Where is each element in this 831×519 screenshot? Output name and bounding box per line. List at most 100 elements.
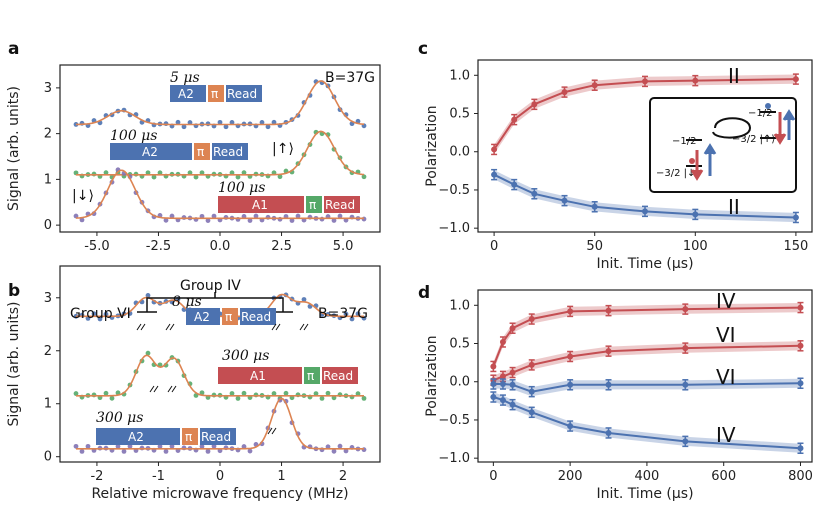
data-point — [175, 119, 181, 125]
data-point — [193, 174, 199, 180]
pi-label-a3: π — [309, 198, 316, 212]
y-axis-label: Signal (arb. units) — [6, 86, 22, 211]
y-tick-label: 2 — [44, 127, 52, 142]
spin-dot-blue — [765, 103, 771, 109]
panel-c: 0 50 100 150 −1.0 −0.5 0.0 0.5 1.0 Polarization In… — [424, 59, 813, 272]
read-label-b1: Read — [241, 310, 271, 324]
pulse-time-b1: 8 μs — [172, 294, 202, 310]
pi-box — [182, 428, 198, 445]
data-point — [528, 316, 535, 323]
data-point — [361, 174, 367, 180]
group-iv-label: Group IV — [180, 278, 241, 294]
cycle-arrow-icon — [712, 117, 752, 139]
read-box — [240, 308, 276, 325]
data-point — [361, 395, 367, 401]
data-point — [145, 292, 151, 298]
level-label-2: −3/2 |↓⟩ — [656, 168, 699, 179]
data-point — [73, 391, 79, 396]
x-tick-label: 5.0 — [333, 239, 354, 254]
y-tick-label: 1.0 — [449, 298, 470, 313]
panel-label-c: c — [418, 39, 428, 59]
data-point — [797, 304, 804, 311]
data-point — [325, 390, 331, 396]
data-point — [567, 423, 574, 430]
group-bracket — [137, 292, 293, 313]
group-vi-label: Group VI — [70, 306, 131, 322]
data-point — [265, 124, 271, 130]
y-tick-label: −1.0 — [438, 451, 470, 466]
y-tick-label: 1 — [44, 397, 52, 412]
x-axis-label: Relative microwave frequency (MHz) — [91, 486, 348, 502]
level-label-4: −3/2 |↑⟩ — [732, 134, 775, 145]
x-tick-label: 0 — [490, 239, 498, 254]
data-point — [223, 124, 229, 130]
axes-frame — [477, 289, 813, 463]
data-point — [490, 394, 497, 401]
data-point — [355, 391, 361, 397]
data-point — [355, 311, 361, 317]
data-point — [115, 444, 121, 449]
data-point — [499, 338, 506, 345]
panel-d: 0 200 400 600 800 −1.0 −0.5 0.0 0.5 1.0 Polarizati… — [424, 289, 813, 502]
down-arrow-icon — [690, 150, 704, 181]
up-arrow-icon — [782, 109, 796, 140]
energy-level-inset: −1/2 −3/2 |↓⟩ −1/2 −3/2 |↑⟩ — [649, 97, 797, 193]
data-point — [313, 391, 319, 397]
data-point — [235, 174, 241, 180]
data-point — [241, 170, 247, 176]
spin-dot-red — [689, 158, 695, 164]
data-point — [531, 190, 538, 197]
data-point — [145, 350, 151, 356]
read-label-a2: Read — [213, 145, 243, 159]
data-point — [797, 380, 804, 387]
data-point — [567, 381, 574, 388]
data-point — [567, 353, 574, 360]
data-point — [325, 444, 331, 450]
data-point — [271, 391, 277, 396]
x-tick-label: -2 — [90, 469, 103, 484]
confidence-band — [494, 74, 796, 154]
y-tick-label: 0 — [44, 450, 52, 465]
data-point — [109, 395, 115, 401]
data-point — [528, 388, 535, 395]
y-tick-label: 0.5 — [449, 107, 470, 122]
data-point — [247, 218, 253, 223]
data-point — [642, 208, 648, 215]
data-point — [605, 348, 612, 355]
data-point — [169, 213, 175, 219]
data-point — [73, 213, 79, 219]
x-tick-label: 0.0 — [210, 239, 231, 254]
pi-box — [194, 143, 210, 160]
data-point — [199, 170, 205, 176]
data-point — [211, 443, 217, 449]
y-tick-label: 3 — [44, 81, 52, 96]
pi-box — [304, 367, 320, 384]
y-tick-label: 0.5 — [449, 337, 470, 352]
data-point — [145, 170, 151, 176]
x-tick-label: 200 — [558, 469, 583, 484]
y-tick-label: 0.0 — [449, 145, 470, 160]
y-tick-label: −0.5 — [438, 413, 470, 428]
series-line — [493, 173, 796, 219]
data-point — [682, 306, 689, 313]
data-point — [343, 448, 349, 454]
data-point — [163, 217, 169, 223]
transition-markers — [136, 323, 309, 435]
y-tick-label: 1 — [44, 172, 52, 187]
data-point — [253, 392, 259, 398]
data-point — [253, 213, 259, 219]
fit-line — [75, 169, 364, 220]
pulse-box-a2 — [96, 428, 180, 445]
data-point — [199, 390, 205, 396]
fit-line — [76, 397, 364, 450]
x-tick-label: 0 — [489, 469, 497, 484]
x-tick-label: -5.0 — [84, 239, 109, 254]
data-point — [591, 82, 598, 89]
data-point — [591, 203, 598, 210]
pulse-name-b2: A1 — [250, 369, 266, 383]
data-point — [682, 345, 689, 352]
read-label-b2: Read — [323, 369, 353, 383]
state-up-label: |↑⟩ — [272, 141, 294, 157]
down-arrow-icon — [773, 112, 787, 145]
